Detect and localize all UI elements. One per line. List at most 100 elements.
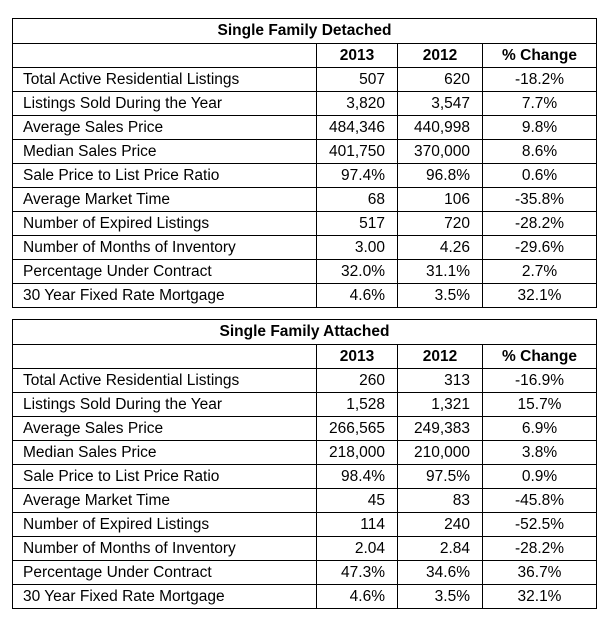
row-label: Median Sales Price (12, 440, 317, 465)
row-label: Number of Months of Inventory (12, 536, 317, 561)
table-title-row: Single Family Detached (12, 18, 597, 44)
table-row: 30 Year Fixed Rate Mortgage 4.6% 3.5% 32.1% (12, 283, 597, 308)
value-cell: 249,383 (397, 416, 483, 441)
table-row: Number of Expired Listings 517 720 -28.2% (12, 211, 597, 236)
column-header: 2012 (397, 43, 483, 68)
row-label: 30 Year Fixed Rate Mortgage (12, 283, 317, 308)
value-cell: 97.5% (397, 464, 483, 489)
value-cell: 218,000 (316, 440, 398, 465)
value-cell: 3,547 (397, 91, 483, 116)
change-cell: 2.7% (482, 259, 597, 284)
column-header: 2013 (316, 344, 398, 369)
table-row: Average Market Time 45 83 -45.8% (12, 488, 597, 513)
table-row: Listings Sold During the Year 1,528 1,321 1… (12, 392, 597, 417)
value-cell: 370,000 (397, 139, 483, 164)
value-cell: 34.6% (397, 560, 483, 585)
change-cell: 6.9% (482, 416, 597, 441)
column-header: % Change (482, 43, 597, 68)
table-row: Number of Expired Listings 114 240 -52.5% (12, 512, 597, 537)
value-cell: 507 (316, 67, 398, 92)
table-row: Average Sales Price 266,565 249,383 6.9% (12, 416, 597, 441)
value-cell: 1,321 (397, 392, 483, 417)
column-header: 2012 (397, 344, 483, 369)
row-label: Sale Price to List Price Ratio (12, 464, 317, 489)
table-header-row: 2013 2012% Change (12, 43, 597, 68)
change-cell: -52.5% (482, 512, 597, 537)
change-cell: -28.2% (482, 211, 597, 236)
value-cell: 45 (316, 488, 398, 513)
row-label: Percentage Under Contract (12, 259, 317, 284)
value-cell: 3.00 (316, 235, 398, 260)
value-cell: 68 (316, 187, 398, 212)
change-cell: 9.8% (482, 115, 597, 140)
value-cell: 517 (316, 211, 398, 236)
value-cell: 4.26 (397, 235, 483, 260)
table-row: Total Active Residential Listings 507 620-… (12, 67, 597, 92)
value-cell: 240 (397, 512, 483, 537)
table-row: Total Active Residential Listings 260 313-… (12, 368, 597, 393)
table-single-family-attached: Single Family Attached 2013 2012% Change To… (12, 319, 597, 609)
row-label: Average Market Time (12, 488, 317, 513)
table-title-row: Single Family Attached (12, 319, 597, 345)
table-row: Average Market Time 68 106 -35.8% (12, 187, 597, 212)
change-cell: 32.1% (482, 283, 597, 308)
value-cell: 440,998 (397, 115, 483, 140)
header-blank-cell (12, 344, 317, 369)
table-row: 30 Year Fixed Rate Mortgage 4.6% 3.5% 32.1% (12, 584, 597, 609)
row-label: Total Active Residential Listings (12, 67, 317, 92)
table-row: Median Sales Price 218,000 210,000 3.8% (12, 440, 597, 465)
value-cell: 4.6% (316, 283, 398, 308)
value-cell: 1,528 (316, 392, 398, 417)
row-label: Number of Months of Inventory (12, 235, 317, 260)
change-cell: 32.1% (482, 584, 597, 609)
change-cell: 0.6% (482, 163, 597, 188)
row-label: Number of Expired Listings (12, 512, 317, 537)
table-row: Median Sales Price 401,750 370,000 8.6% (12, 139, 597, 164)
row-label: Number of Expired Listings (12, 211, 317, 236)
table-row: Sale Price to List Price Ratio 98.4% 97.5%… (12, 464, 597, 489)
change-cell: -35.8% (482, 187, 597, 212)
change-cell: 3.8% (482, 440, 597, 465)
row-label: Total Active Residential Listings (12, 368, 317, 393)
value-cell: 2.84 (397, 536, 483, 561)
table-row: Sale Price to List Price Ratio 97.4% 96.8%… (12, 163, 597, 188)
table-row: Listings Sold During the Year 3,820 3,547 7… (12, 91, 597, 116)
table-row: Percentage Under Contract 47.3% 34.6% 36.7% (12, 560, 597, 585)
change-cell: -45.8% (482, 488, 597, 513)
table-title: Single Family Attached (12, 319, 597, 345)
column-header: 2013 (316, 43, 398, 68)
change-cell: -28.2% (482, 536, 597, 561)
change-cell: -18.2% (482, 67, 597, 92)
value-cell: 620 (397, 67, 483, 92)
value-cell: 47.3% (316, 560, 398, 585)
value-cell: 98.4% (316, 464, 398, 489)
value-cell: 720 (397, 211, 483, 236)
value-cell: 266,565 (316, 416, 398, 441)
value-cell: 106 (397, 187, 483, 212)
value-cell: 31.1% (397, 259, 483, 284)
table-row: Number of Months of Inventory 3.00 4.26 -29… (12, 235, 597, 260)
row-label: 30 Year Fixed Rate Mortgage (12, 584, 317, 609)
change-cell: 7.7% (482, 91, 597, 116)
table-single-family-detached: Single Family Detached 2013 2012% Change To… (12, 18, 597, 308)
table-row: Average Sales Price 484,346 440,998 9.8% (12, 115, 597, 140)
value-cell: 97.4% (316, 163, 398, 188)
column-header: % Change (482, 344, 597, 369)
table-body: Single Family Detached 2013 2012% Change To… (12, 18, 597, 308)
value-cell: 3.5% (397, 283, 483, 308)
row-label: Average Sales Price (12, 416, 317, 441)
value-cell: 260 (316, 368, 398, 393)
change-cell: 15.7% (482, 392, 597, 417)
change-cell: 0.9% (482, 464, 597, 489)
change-cell: 36.7% (482, 560, 597, 585)
value-cell: 313 (397, 368, 483, 393)
row-label: Sale Price to List Price Ratio (12, 163, 317, 188)
value-cell: 32.0% (316, 259, 398, 284)
table-title: Single Family Detached (12, 18, 597, 44)
table-header-row: 2013 2012% Change (12, 344, 597, 369)
row-label: Listings Sold During the Year (12, 91, 317, 116)
value-cell: 210,000 (397, 440, 483, 465)
row-label: Average Market Time (12, 187, 317, 212)
change-cell: -16.9% (482, 368, 597, 393)
row-label: Average Sales Price (12, 115, 317, 140)
